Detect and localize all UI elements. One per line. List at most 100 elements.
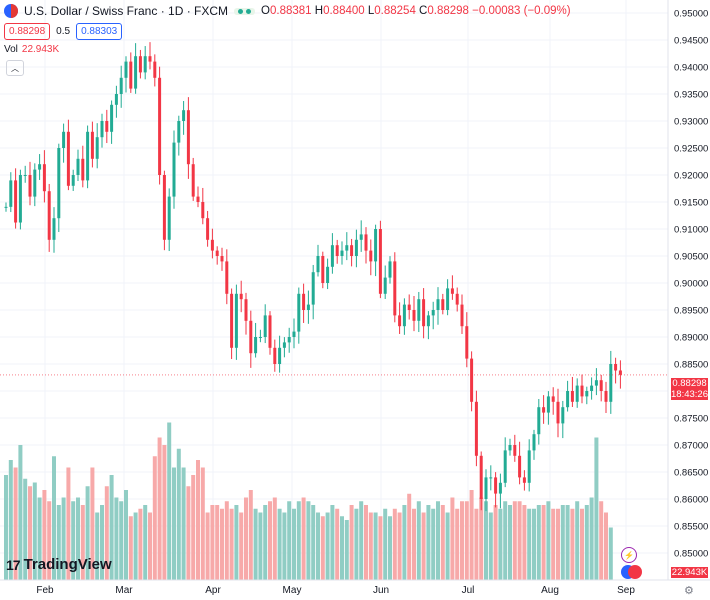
- candle-body: [191, 164, 195, 197]
- symbol-title[interactable]: U.S. Dollar / Swiss Franc · 1D · FXCM: [24, 4, 229, 18]
- candle-body: [599, 380, 603, 391]
- candle-body: [518, 455, 522, 478]
- candle-body: [177, 121, 181, 143]
- volume-bar: [287, 501, 292, 580]
- candle-body: [354, 239, 358, 256]
- candle-body: [244, 299, 248, 321]
- volume-bar: [570, 508, 575, 580]
- candle-body: [446, 288, 450, 310]
- candle-body: [239, 293, 243, 300]
- time-tick-label: Jul: [462, 585, 475, 596]
- volume-bar: [176, 448, 181, 580]
- volume-bar: [224, 501, 229, 580]
- candle-body: [436, 299, 440, 310]
- volume-bar: [152, 456, 157, 580]
- candle-body: [210, 239, 214, 251]
- candle-body: [316, 256, 320, 273]
- volume-bar: [522, 505, 527, 580]
- flag-icon[interactable]: [628, 565, 642, 579]
- candle-body: [18, 175, 22, 223]
- candle-body: [100, 121, 104, 138]
- sell-button[interactable]: 0.88298: [4, 23, 51, 40]
- candle-body: [66, 131, 70, 186]
- price-tick-label: 0.88500: [674, 360, 708, 371]
- candle-body: [268, 315, 272, 348]
- candle-body: [498, 482, 502, 494]
- lightning-icon[interactable]: ⚡: [621, 547, 637, 563]
- candle-body: [28, 175, 32, 197]
- volume-bar: [330, 505, 335, 580]
- volume-bar: [426, 505, 431, 580]
- candle-body: [287, 337, 291, 343]
- collapse-legend-button[interactable]: ︿: [6, 60, 24, 76]
- price-tick-label: 0.90000: [674, 279, 708, 290]
- volume-bar: [320, 516, 325, 580]
- buy-button[interactable]: 0.88303: [76, 23, 123, 40]
- volume-bar: [436, 501, 440, 580]
- candle-body: [470, 358, 474, 402]
- candle-body: [62, 131, 66, 148]
- volume-bar: [200, 467, 205, 580]
- candle-body: [38, 164, 42, 170]
- volume-bar: [565, 505, 570, 580]
- candle-body: [364, 234, 368, 251]
- volume-bar: [580, 508, 584, 580]
- volume-bar: [258, 512, 263, 580]
- price-axis[interactable]: 0.95000 0.94500 0.94000 0.93500 0.93000 0.925…: [674, 9, 708, 560]
- time-tick-label: Apr: [205, 585, 221, 596]
- volume-bar: [392, 508, 397, 580]
- candle-body: [292, 331, 296, 337]
- volume-bar: [397, 512, 402, 580]
- settings-icon[interactable]: ⚙: [684, 585, 694, 597]
- candle-body: [196, 196, 200, 202]
- price-tick-label: 0.87500: [674, 414, 708, 425]
- price-tick-label: 0.92000: [674, 171, 708, 182]
- symbol-legend: U.S. Dollar / Swiss Franc · 1D · FXCM O0…: [0, 0, 660, 80]
- tradingview-mark-icon: 17: [6, 556, 21, 573]
- time-axis[interactable]: Feb Mar Apr May Jun Jul Aug Sep: [36, 585, 635, 596]
- last-volume-label: 22.943K: [671, 567, 708, 578]
- volume-bar: [388, 516, 392, 580]
- price-tick-label: 0.91500: [674, 198, 708, 209]
- volume-bar: [575, 501, 580, 580]
- candle-body: [431, 310, 435, 316]
- volume-bar: [124, 490, 128, 580]
- candle-body: [393, 261, 397, 316]
- price-tick-label: 0.86500: [674, 468, 708, 479]
- candle-body: [326, 266, 330, 283]
- candle-body: [585, 391, 589, 397]
- volume-bar: [28, 486, 32, 580]
- candle-body: [594, 380, 598, 386]
- candle-body: [129, 61, 133, 89]
- volume-bar: [608, 527, 613, 580]
- symbol-flag-icon: [4, 4, 18, 18]
- volume-bar: [80, 505, 85, 580]
- volume-bar: [229, 508, 234, 580]
- volume-bar: [109, 475, 114, 580]
- candle-body: [153, 61, 157, 78]
- volume-bar: [104, 486, 109, 580]
- volume-bar: [244, 497, 248, 580]
- candle-body: [537, 407, 541, 435]
- candle-body: [455, 293, 459, 305]
- volume-bar: [18, 445, 23, 580]
- candle-body: [566, 391, 570, 408]
- candle-body: [114, 94, 118, 105]
- volume-bar: [479, 497, 484, 580]
- volume-bar: [37, 497, 42, 580]
- tradingview-logo[interactable]: 17 TradingView: [6, 556, 112, 573]
- candle-body: [383, 277, 387, 294]
- candle-body: [546, 396, 550, 413]
- market-status-icon[interactable]: [234, 7, 256, 15]
- candle-body: [474, 401, 478, 456]
- candle-body: [575, 385, 579, 402]
- price-tick-label: 0.89000: [674, 333, 708, 344]
- candle-body: [182, 110, 186, 121]
- candle-body: [201, 202, 205, 219]
- volume-bar: [460, 501, 464, 580]
- volume-bar: [412, 508, 416, 580]
- volume-bar: [359, 501, 364, 580]
- candle-body: [167, 196, 171, 240]
- volume-bar: [378, 516, 383, 580]
